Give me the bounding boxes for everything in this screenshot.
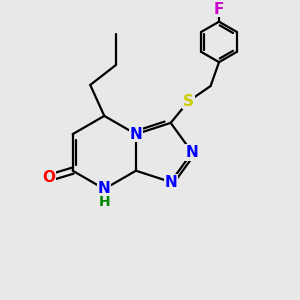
Text: N: N	[164, 175, 177, 190]
Text: N: N	[186, 145, 199, 160]
Text: N: N	[130, 127, 142, 142]
Text: N: N	[98, 182, 111, 196]
Text: O: O	[42, 170, 55, 185]
Text: S: S	[183, 94, 194, 109]
Text: F: F	[214, 2, 224, 16]
Text: H: H	[98, 195, 110, 208]
